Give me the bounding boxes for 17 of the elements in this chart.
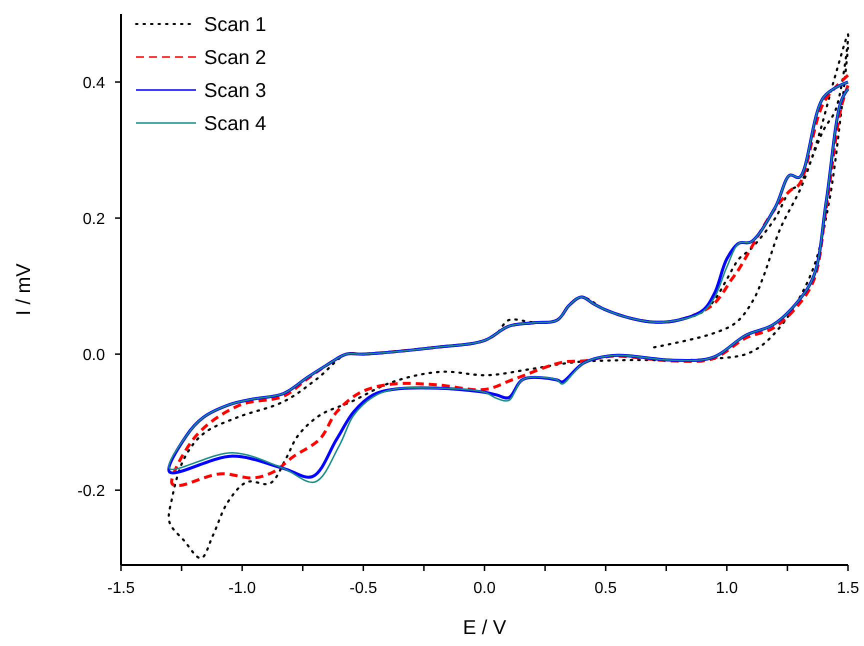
x-tick-label: 0.5 xyxy=(594,580,617,597)
x-axis-title: E / V xyxy=(462,617,507,639)
x-tick-label: 1.0 xyxy=(716,580,738,597)
x-tick-label: 0.0 xyxy=(473,580,496,597)
x-tick-label: -1.0 xyxy=(228,580,256,597)
y-tick-label: 0.2 xyxy=(82,211,106,228)
legend-label: Scan 3 xyxy=(204,80,266,102)
y-tick-label: -0.2 xyxy=(77,483,106,500)
x-tick-label: -0.5 xyxy=(350,580,378,597)
legend-label: Scan 1 xyxy=(204,14,266,36)
legend-label: Scan 4 xyxy=(204,113,266,135)
x-tick-label: 1.5 xyxy=(836,580,860,597)
x-tick-label: -1.5 xyxy=(107,580,135,597)
y-tick-label: 0.0 xyxy=(82,347,106,364)
y-axis-title: I / mV xyxy=(13,262,35,316)
y-tick-label: 0.4 xyxy=(82,75,106,92)
legend-label: Scan 2 xyxy=(204,47,266,69)
